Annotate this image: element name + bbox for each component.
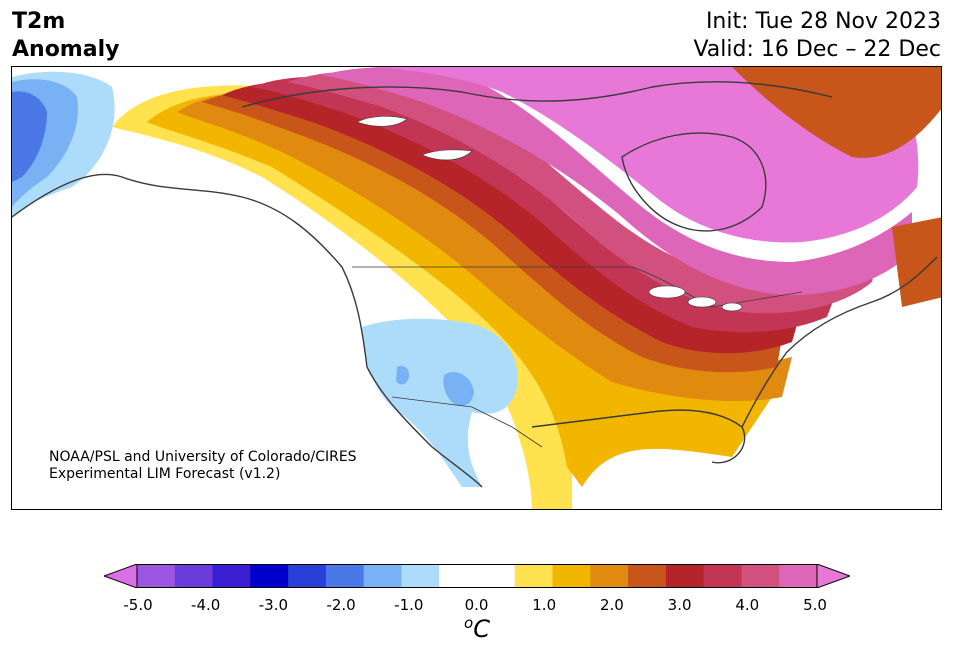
colorbar-tick-label: -4.0 xyxy=(191,596,221,614)
colorbar-arrow-low xyxy=(104,564,138,588)
colorbar-cell xyxy=(477,564,516,588)
colorbar-tick-label: 5.0 xyxy=(803,596,827,614)
valid-date: Valid: 16 Dec – 22 Dec xyxy=(693,37,941,62)
political-borders xyxy=(352,266,803,448)
northwest-warm xyxy=(732,67,941,158)
colorbar xyxy=(104,564,850,588)
great-slave-lake xyxy=(421,149,473,161)
warm-band-4 xyxy=(202,89,782,373)
credit-line-1: NOAA/PSL and University of Colorado/CIRE… xyxy=(49,449,357,465)
colorbar-tick-label: -2.0 xyxy=(326,596,356,614)
init-date: Init: Tue 28 Nov 2023 xyxy=(705,9,941,34)
warm-band-8 xyxy=(322,67,912,296)
colorbar-cell xyxy=(741,564,780,588)
arctic-coast-line xyxy=(241,81,833,108)
credit-line-2: Experimental LIM Forecast (v1.2) xyxy=(49,466,281,482)
colorbar-tick-label: 1.0 xyxy=(532,596,557,614)
colorbar-cell xyxy=(250,564,289,588)
anomaly-fills xyxy=(112,67,941,509)
colorbar-cell xyxy=(703,564,742,588)
colorbar-cell xyxy=(325,564,365,588)
colorbar-frame xyxy=(136,564,818,588)
hudson-bay-line xyxy=(621,132,767,232)
great-lake xyxy=(687,296,717,308)
southwest-cool-2 xyxy=(443,372,474,406)
colorbar-tick-label: -5.0 xyxy=(123,596,153,614)
colorbar-cell xyxy=(137,564,176,588)
credit-text: NOAA/PSL and University of Colorado/CIRE… xyxy=(49,449,357,483)
us-mexico-border xyxy=(391,396,543,448)
colorbar-tick-labels: -5.0 -4.0 -3.0 -2.0 -1.0 0.0 1.0 2.0 3.0 4.0 5.0 xyxy=(0,596,953,616)
colorbar-cell xyxy=(212,564,251,588)
warm-band-3 xyxy=(177,92,792,402)
unit-label: oC xyxy=(464,614,490,643)
anomaly-map xyxy=(11,66,942,510)
colorbar-cell xyxy=(779,564,818,588)
colorbar-cell xyxy=(552,564,591,588)
colorbar-cell xyxy=(628,564,667,588)
colorbar-cell xyxy=(288,564,327,588)
great-lake xyxy=(648,285,686,299)
colorbar-tick-label: 0.0 xyxy=(464,596,489,614)
colorbar-tick-label: 3.0 xyxy=(667,596,692,614)
map-canvas xyxy=(12,67,941,509)
us-canada-border xyxy=(352,266,803,308)
colorbar-cell xyxy=(439,564,478,588)
title-line-1: T2m xyxy=(12,9,66,34)
lakes xyxy=(356,116,743,312)
colorbar-tick-label: 4.0 xyxy=(735,596,760,614)
warm-band-6 xyxy=(252,76,842,333)
forecast-dates: Init: Tue 28 Nov 2023 Valid: 16 Dec – 22… xyxy=(693,8,941,64)
alaska-cool-3 xyxy=(12,91,47,182)
colorbar-tick-label: -3.0 xyxy=(258,596,289,614)
southwest-cool-3 xyxy=(396,365,410,385)
colorbar-tick-label: 2.0 xyxy=(599,596,624,614)
colorbar-cell xyxy=(401,564,440,588)
title-line-2: Anomaly xyxy=(12,37,120,62)
colorbar-cell xyxy=(174,564,214,588)
great-bear-lake xyxy=(356,116,408,127)
unit-superscript: o xyxy=(464,614,474,632)
east-coast-warm xyxy=(892,217,941,307)
coastlines xyxy=(12,81,938,488)
colorbar-cell xyxy=(665,564,705,588)
colorbar-cell xyxy=(590,564,629,588)
colorbar-tick-label: -1.0 xyxy=(394,596,424,614)
gulf-coast-line xyxy=(531,409,746,464)
great-lake xyxy=(721,302,743,312)
warm-band-2 xyxy=(147,93,772,487)
west-coast-line xyxy=(12,173,483,488)
map-title: T2m Anomaly xyxy=(12,8,119,64)
colorbar-cell xyxy=(514,564,554,588)
unit-symbol: C xyxy=(473,615,490,643)
east-coast-line xyxy=(741,256,938,428)
warm-band-5 xyxy=(222,81,802,354)
colorbar-cells xyxy=(104,564,850,588)
colorbar-cell xyxy=(363,564,402,588)
colorbar-arrow-high xyxy=(816,564,850,588)
